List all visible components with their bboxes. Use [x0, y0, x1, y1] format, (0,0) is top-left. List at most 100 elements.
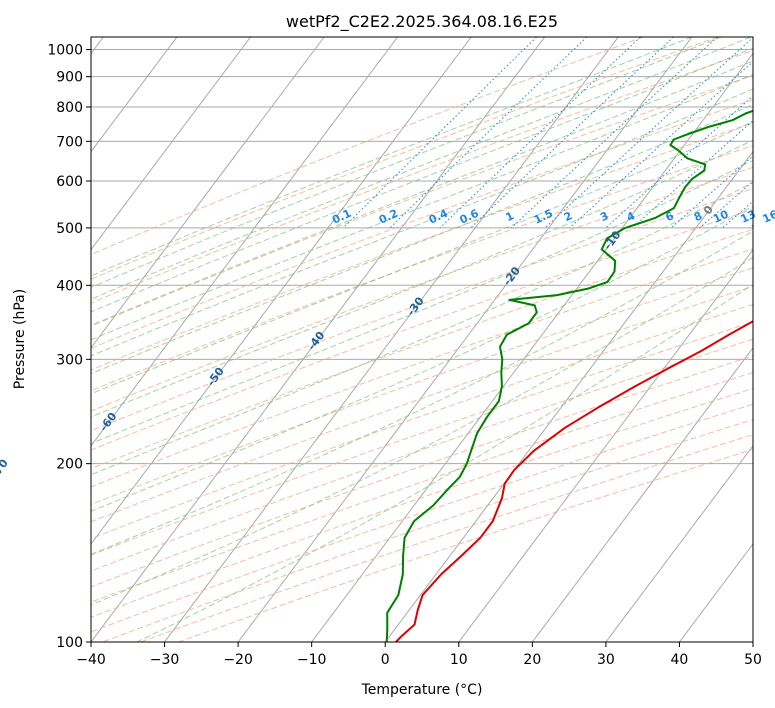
- isotherm-label: -60: [97, 410, 120, 434]
- isotherm-line: [458, 248, 753, 642]
- moist-adiabat-line: [91, 230, 753, 555]
- mixing-ratio-line: [544, 37, 753, 229]
- moist-adiabat-line: [91, 37, 751, 300]
- plot-frame: [90, 36, 754, 643]
- x-tick-label: 0: [381, 652, 390, 668]
- isotherm-label: -70: [0, 456, 11, 480]
- isotherm-line: [91, 37, 472, 545]
- line-labels: -100-90-80-70-60-50-40-30-20-10010203040…: [0, 203, 775, 480]
- x-tick-label: −10: [297, 652, 327, 668]
- y-tick-label: 1000: [47, 43, 83, 59]
- mixing-ratio-line: [389, 37, 588, 229]
- dry-adiabat-line: [91, 74, 753, 327]
- y-tick-label: 700: [56, 134, 83, 150]
- x-tick-label: 20: [523, 652, 541, 668]
- axis-ticks: −40 −30 −20 −10 0 10 20 30 40 5010020030040050060…: [47, 43, 762, 668]
- y-tick-label: 100: [56, 635, 83, 651]
- mixing-ratio-line: [510, 37, 718, 229]
- dry-adiabat-line: [140, 434, 753, 642]
- isotherm-line: [679, 543, 753, 642]
- isotherm-line: [91, 37, 251, 251]
- isotherm-line: [237, 37, 693, 642]
- y-axis-title: Pressure (hPa): [12, 289, 28, 389]
- dry-adiabat-line: [91, 387, 753, 618]
- dry-adiabat-line: [91, 208, 753, 451]
- moist-adiabat-line: [91, 181, 753, 476]
- moist-adiabat-line: [91, 103, 753, 375]
- x-axis-title: Temperature (°C): [361, 682, 483, 698]
- dry-adiabat-line: [91, 166, 753, 412]
- profile-lines: [385, 109, 753, 642]
- dry-adiabat-line: [91, 371, 753, 603]
- mixing-ratio-label: 0.2: [377, 207, 400, 227]
- background-lines: [91, 37, 753, 642]
- mixing-ratio-label: 16: [761, 207, 775, 225]
- x-tick-label: 40: [671, 652, 689, 668]
- dry-adiabat-line: [91, 285, 753, 523]
- dry-adiabat-line: [91, 99, 753, 349]
- isotherm-line: [605, 445, 753, 642]
- moist-adiabat-line: [91, 256, 753, 606]
- mixing-ratio-label: 13: [738, 208, 757, 226]
- x-tick-label: −40: [76, 652, 106, 668]
- moist-adiabat-line: [91, 47, 753, 313]
- moist-adiabat-line: [91, 205, 753, 512]
- isotherm-line: [91, 37, 399, 447]
- isotherm-line: [91, 37, 325, 349]
- mixing-ratio-line: [670, 155, 753, 229]
- moist-adiabat-line: [91, 88, 753, 357]
- moist-adiabat-line: [91, 121, 753, 395]
- moist-adiabat-line: [91, 159, 753, 445]
- dry-adiabat-line: [91, 303, 753, 540]
- mixing-ratio-label: 0.1: [330, 207, 353, 227]
- y-tick-label: 900: [56, 70, 83, 86]
- isotherm-line: [91, 37, 546, 642]
- mixing-ratio-label: 6: [663, 209, 676, 224]
- dry-adiabat-line: [91, 122, 753, 371]
- dry-adiabat-line: [91, 188, 753, 432]
- dry-adiabat-line: [91, 37, 719, 280]
- isotherm-label: -30: [404, 294, 427, 318]
- mixing-ratio-label: 10: [711, 207, 731, 225]
- y-tick-label: 200: [56, 457, 83, 473]
- y-tick-label: 400: [56, 278, 83, 294]
- mixing-ratio-label: 0.6: [458, 207, 481, 227]
- moist-adiabat-line: [91, 37, 722, 288]
- isotherm-label: -20: [501, 264, 524, 288]
- chart-title: wetPf2_C2E2.2025.364.08.16.E25: [286, 12, 558, 32]
- dry-adiabat-line: [91, 355, 753, 588]
- mixing-ratio-label: 1: [504, 209, 516, 224]
- dry-adiabat-line: [91, 267, 753, 506]
- isotherm-line: [384, 150, 753, 642]
- mixing-ratio-line: [569, 60, 753, 229]
- dry-adiabat-line: [91, 338, 753, 572]
- dewpoint-line: [385, 109, 753, 642]
- dry-adiabat-line: [91, 228, 753, 470]
- dry-adiabat-line: [91, 144, 753, 392]
- mixing-ratio-line: [470, 37, 674, 229]
- mixing-ratio-line: [439, 37, 641, 229]
- dry-adiabat-line: [91, 321, 753, 556]
- y-tick-label: 500: [56, 221, 83, 237]
- isotherm-line: [752, 641, 753, 642]
- dry-adiabat-line: [91, 37, 644, 256]
- isotherm-label: -40: [305, 329, 328, 353]
- isotherm-line: [91, 37, 178, 153]
- moist-adiabat-line: [91, 60, 753, 326]
- dry-adiabat-line: [91, 248, 753, 488]
- x-tick-label: 30: [597, 652, 615, 668]
- isotherm-label: -50: [205, 365, 228, 389]
- mixing-ratio-line: [632, 120, 753, 229]
- moist-adiabat-line: [91, 73, 753, 341]
- dry-adiabat-line: [91, 50, 753, 304]
- moist-adiabat-line: [91, 139, 753, 418]
- y-tick-label: 300: [56, 352, 83, 368]
- y-tick-label: 600: [56, 174, 83, 190]
- moist-adiabat-line: [91, 37, 693, 277]
- x-tick-label: −30: [150, 652, 180, 668]
- x-tick-label: −20: [223, 652, 253, 668]
- isotherm-line: [164, 37, 619, 642]
- y-tick-label: 800: [56, 100, 83, 116]
- x-tick-label: 10: [450, 652, 468, 668]
